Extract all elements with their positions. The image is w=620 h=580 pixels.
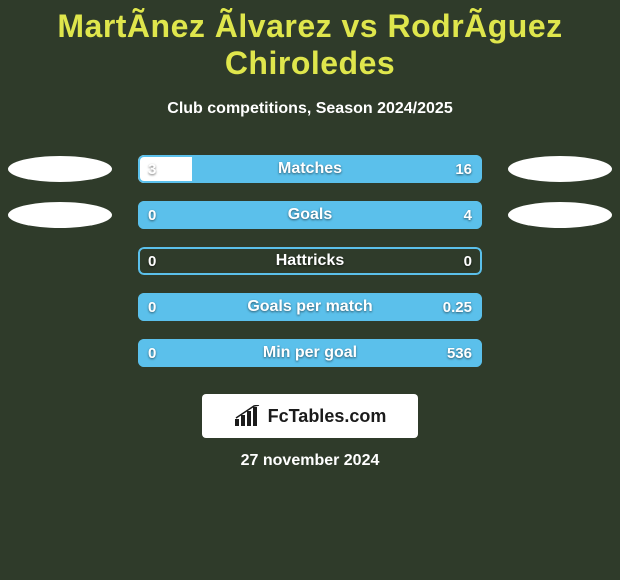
stat-row: 00.25Goals per match — [0, 284, 620, 330]
stat-label: Goals per match — [138, 293, 482, 321]
stat-bar: 316Matches — [138, 155, 482, 183]
stat-label: Hattricks — [138, 247, 482, 275]
logo-text: FcTables.com — [268, 406, 387, 427]
player-marker-right — [508, 156, 612, 182]
stat-label: Goals — [138, 201, 482, 229]
comparison-infographic: MartÃ­nez Ãlvarez vs RodrÃ­guez Chiroled… — [0, 0, 620, 580]
subtitle: Club competitions, Season 2024/2025 — [0, 100, 620, 118]
stat-row: 00Hattricks — [0, 238, 620, 284]
fctables-logo: FcTables.com — [202, 394, 418, 438]
stat-rows: 316Matches 04Goals 00Hattricks 00.25Goals p… — [0, 146, 620, 376]
stat-bar: 04Goals — [138, 201, 482, 229]
stat-bar: 0536Min per goal — [138, 339, 482, 367]
stat-row: 04Goals — [0, 192, 620, 238]
stat-label: Matches — [138, 155, 482, 183]
stat-label: Min per goal — [138, 339, 482, 367]
player-marker-left — [8, 156, 112, 182]
bars-icon — [234, 405, 262, 427]
player-marker-right — [508, 202, 612, 228]
player-marker-left — [8, 202, 112, 228]
stat-row: 316Matches — [0, 146, 620, 192]
date-text: 27 november 2024 — [0, 452, 620, 470]
stat-bar: 00.25Goals per match — [138, 293, 482, 321]
stat-row: 0536Min per goal — [0, 330, 620, 376]
stat-bar: 00Hattricks — [138, 247, 482, 275]
page-title: MartÃ­nez Ãlvarez vs RodrÃ­guez Chiroled… — [0, 0, 620, 82]
